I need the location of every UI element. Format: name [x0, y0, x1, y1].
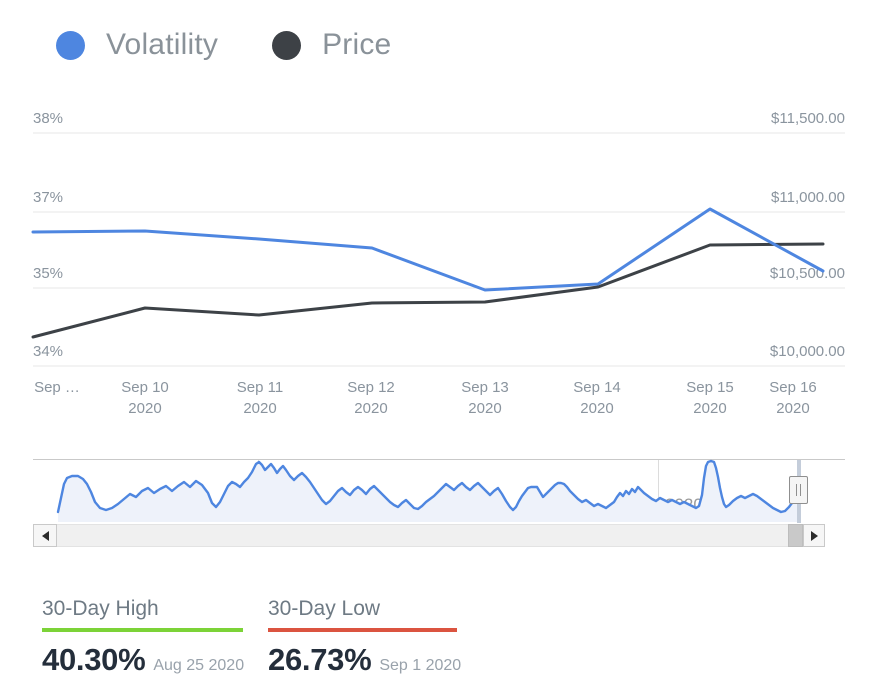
xaxis-tick-sep12: Sep 12 2020 [347, 379, 395, 417]
scrollbar-track[interactable] [33, 524, 825, 547]
yaxis-right-tick-10000: $10,000.00 [769, 343, 845, 360]
thirty-day-high-label: 30-Day High [42, 597, 159, 620]
volatility-line [31, 207, 825, 292]
yaxis-left-tick-38: 38% [33, 110, 64, 127]
scroll-left-button[interactable] [33, 524, 57, 547]
arrow-left-icon [41, 530, 49, 541]
scrollbar-thumb[interactable] [788, 524, 803, 547]
yaxis-left-tick-35: 35% [33, 265, 64, 282]
thirty-day-low-underline [268, 628, 457, 632]
navigator-resize-handle[interactable] [789, 476, 808, 504]
thirty-day-high-value: 40.30% [42, 642, 146, 677]
scroll-right-button[interactable] [803, 524, 825, 547]
xaxis-tick-sep14: Sep 14 2020 [573, 379, 621, 417]
navigator-year-2018: 2018 [263, 497, 301, 516]
thirty-day-high-date: Aug 25 2020 [153, 657, 245, 674]
chart-legend: Volatility Price [56, 28, 391, 62]
yaxis-right-tick-10500: $10,500.00 [769, 265, 845, 282]
xaxis-tick-sep15: Sep 15 2020 [686, 379, 734, 417]
price-series-dot-icon [272, 30, 302, 60]
yaxis-right-tick-11000: $11,000.00 [771, 189, 845, 206]
yaxis-left-tick-37: 37% [33, 189, 64, 206]
legend-item-volatility[interactable]: Volatility [56, 28, 218, 62]
xaxis-tick-sep13: Sep 13 2020 [461, 379, 509, 417]
xaxis-tick-sep11: Sep 11 2020 [236, 379, 284, 417]
legend-label-price: Price [322, 28, 392, 61]
xaxis-tick-sep9: Sep … [34, 379, 80, 396]
xaxis-tick-sep10: Sep 10 2020 [121, 379, 169, 417]
thirty-day-high-underline [42, 628, 243, 632]
yaxis-right-tick-11500: $11,500.00 [771, 110, 845, 127]
thirty-day-low-date: Sep 1 2020 [379, 657, 462, 674]
yaxis-left-tick-34: 34% [33, 343, 64, 360]
grip-lines-icon [800, 484, 801, 496]
arrow-right-icon [810, 530, 818, 541]
grip-lines-icon [796, 484, 797, 496]
navigator-year-2020: 2020 [665, 495, 703, 514]
thirty-day-low-value: 26.73% [268, 642, 372, 677]
main-gridlines [33, 132, 845, 367]
legend-item-price[interactable]: Price [272, 28, 391, 62]
volatility-series-dot-icon [56, 30, 85, 60]
legend-label-volatility: Volatility [106, 28, 219, 61]
thirty-day-low-label: 30-Day Low [268, 597, 381, 620]
thirty-day-low-stat: 30-Day Low 26.73% Sep 1 2020 [268, 597, 461, 678]
xaxis-tick-sep16: Sep 16 2020 [769, 379, 817, 417]
price-line [31, 242, 825, 339]
thirty-day-high-stat: 30-Day High 40.30% Aug 25 2020 [42, 597, 245, 678]
